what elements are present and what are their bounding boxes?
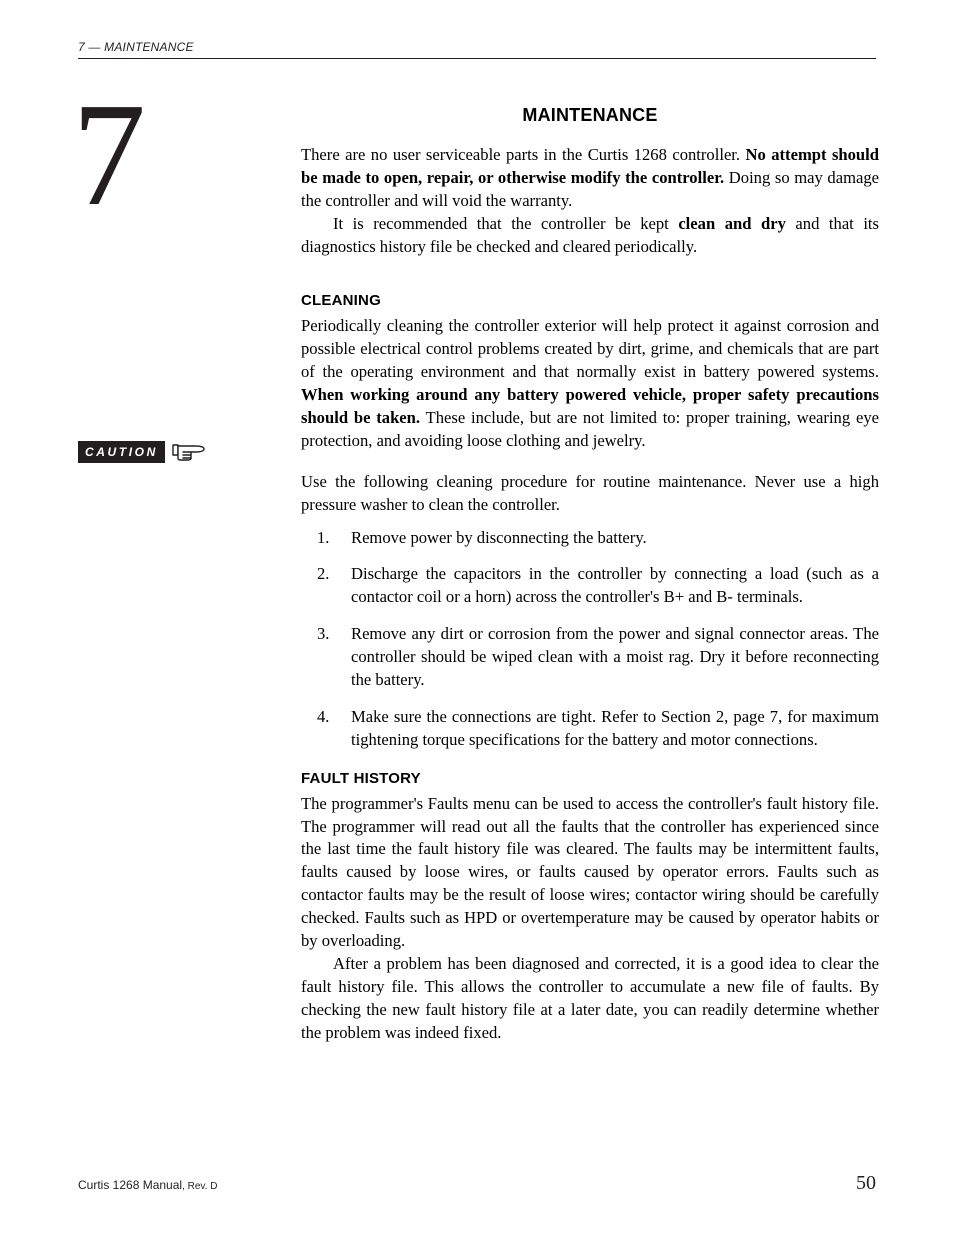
list-item: 3. Remove any dirt or corrosion from the… bbox=[301, 623, 879, 692]
list-item: 1. Remove power by disconnecting the bat… bbox=[301, 527, 879, 550]
fault-history-paragraph-1: The programmer's Faults menu can be used… bbox=[301, 793, 879, 953]
intro-p2-pre: It is recommended that the controller be… bbox=[333, 214, 678, 233]
cleaning-paragraph-1: Periodically cleaning the controller ext… bbox=[301, 315, 879, 452]
chapter-number: 7 bbox=[72, 81, 146, 229]
section-head-cleaning: CLEANING bbox=[301, 292, 879, 309]
pointing-hand-icon bbox=[171, 437, 205, 466]
cleaning-paragraph-2: Use the following cleaning procedure for… bbox=[301, 471, 879, 517]
list-item: 2. Discharge the capacitors in the contr… bbox=[301, 563, 879, 609]
step-text: Remove any dirt or corrosion from the po… bbox=[351, 624, 879, 689]
step-number: 1. bbox=[317, 527, 329, 550]
intro-p1-pre: There are no user serviceable parts in t… bbox=[301, 145, 746, 164]
page-title: MAINTENANCE bbox=[301, 105, 879, 126]
step-text: Remove power by disconnecting the batter… bbox=[351, 528, 647, 547]
step-number: 3. bbox=[317, 623, 329, 646]
footer-revision: , Rev. D bbox=[182, 1181, 217, 1192]
step-text: Discharge the capacitors in the controll… bbox=[351, 564, 879, 606]
intro-p2-bold: clean and dry bbox=[678, 214, 786, 233]
footer-page-number: 50 bbox=[856, 1172, 876, 1195]
cleaning-steps-list: 1. Remove power by disconnecting the bat… bbox=[301, 527, 879, 752]
header-rule bbox=[78, 58, 876, 59]
footer-manual-name: Curtis 1268 Manual bbox=[78, 1178, 182, 1192]
content-column: MAINTENANCE There are no user serviceabl… bbox=[301, 105, 879, 1045]
intro-paragraph-2: It is recommended that the controller be… bbox=[301, 213, 879, 259]
intro-paragraph-1: There are no user serviceable parts in t… bbox=[301, 144, 879, 213]
caution-badge: CAUTION bbox=[78, 437, 206, 465]
step-number: 4. bbox=[317, 706, 329, 729]
step-text: Make sure the connections are tight. Ref… bbox=[351, 707, 879, 749]
fault-history-paragraph-2: After a problem has been diagnosed and c… bbox=[301, 953, 879, 1045]
caution-label: CAUTION bbox=[78, 441, 165, 463]
list-item: 4. Make sure the connections are tight. … bbox=[301, 706, 879, 752]
step-number: 2. bbox=[317, 563, 329, 586]
footer-manual: Curtis 1268 Manual, Rev. D bbox=[78, 1178, 217, 1192]
page-body: 7 CAUTION MAINTENANCE There are no user … bbox=[78, 105, 876, 1045]
page-footer: Curtis 1268 Manual, Rev. D 50 bbox=[78, 1172, 876, 1195]
section-head-fault-history: FAULT HISTORY bbox=[301, 770, 879, 787]
running-head: 7 — MAINTENANCE bbox=[78, 40, 876, 54]
cleaning-p1-pre: Periodically cleaning the controller ext… bbox=[301, 316, 879, 381]
